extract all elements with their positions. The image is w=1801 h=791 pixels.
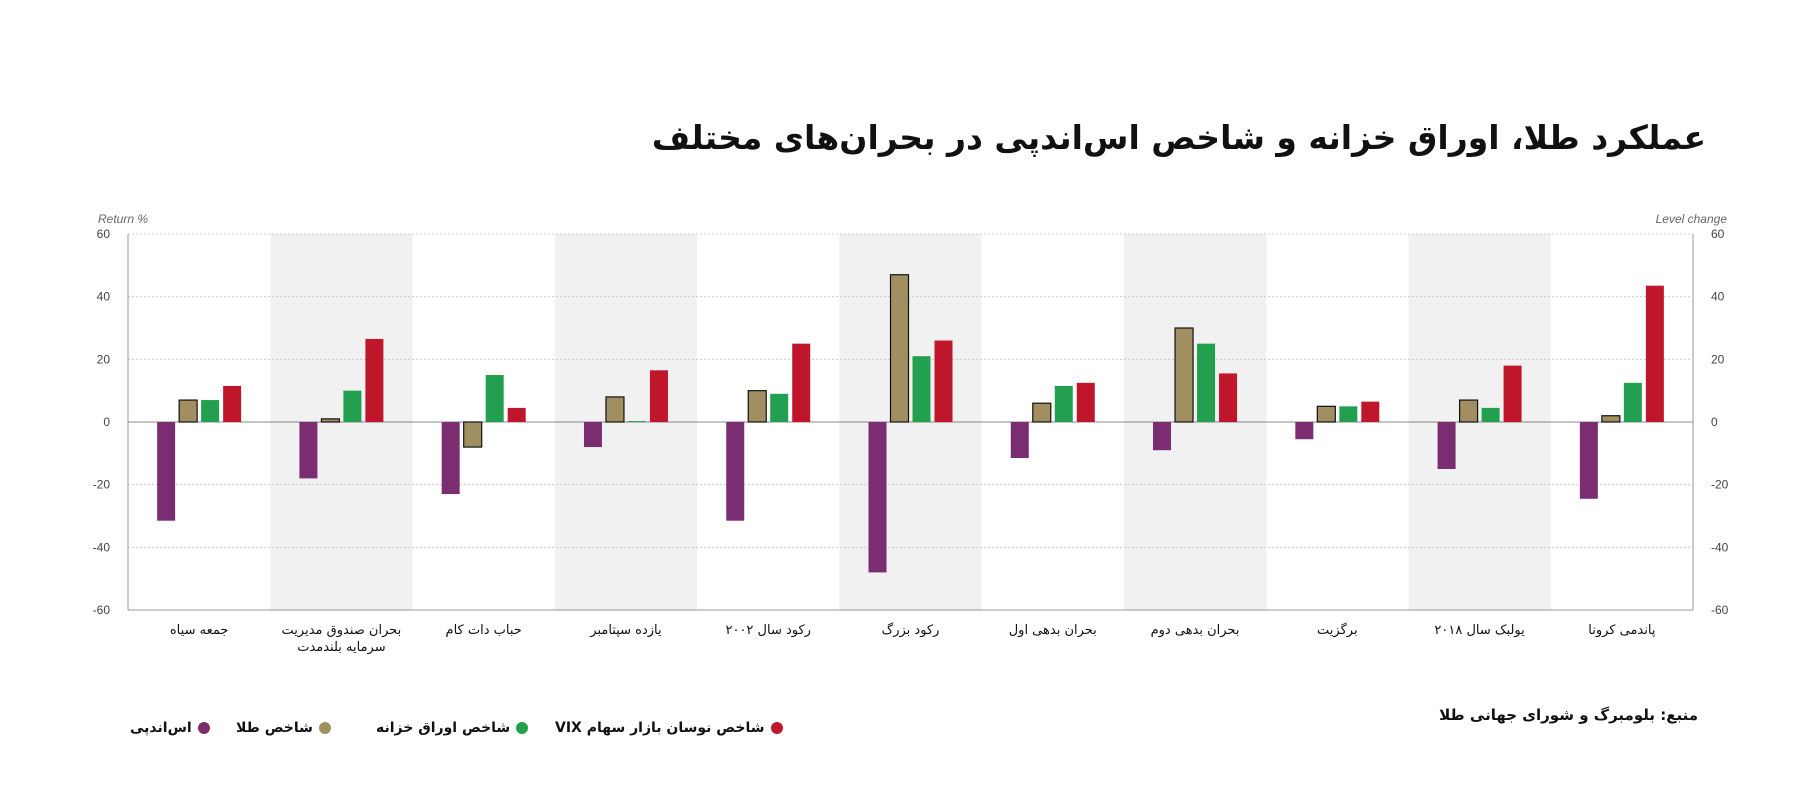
bar-sp500 [583, 422, 602, 448]
left-axis-caption: Return % [98, 212, 149, 226]
y-tick-label-left: 60 [97, 227, 111, 241]
bar-vix [1503, 365, 1522, 422]
bar-gold [747, 390, 767, 423]
bar-sp500 [1010, 422, 1029, 459]
y-tick-label-right: -20 [1711, 478, 1729, 492]
bar-gold [178, 399, 198, 423]
bar-vix [934, 340, 953, 422]
legend-item-sp500: اس‌اندپی [130, 720, 210, 736]
x-tick-label: یازده سپتامبر [589, 623, 662, 638]
bar-treasury [201, 400, 220, 422]
bar-treasury [1339, 406, 1358, 422]
y-tick-label-right: -40 [1711, 540, 1729, 554]
y-tick-label-left: 0 [103, 415, 110, 429]
y-tick-label-left: 20 [97, 352, 111, 366]
y-tick-label-left: 40 [97, 290, 111, 304]
bar-vix [649, 370, 668, 422]
x-tick-label: رکود سال ۲۰۰۲ [725, 623, 810, 638]
y-tick-label-right: -60 [1711, 603, 1729, 617]
bar-vix [1645, 285, 1664, 422]
legend: اس‌اندپی شاخص طلا شاخص اوراق خزانه شاخص … [130, 720, 783, 748]
x-tick-label: حباب دات کام [446, 623, 522, 638]
x-tick-label: رکود بزرگ [882, 621, 940, 638]
bar-treasury [627, 421, 646, 423]
legend-label-vix: شاخص نوسان بازار سهام VIX [555, 720, 765, 736]
legend-swatch-treasury [516, 722, 529, 734]
x-tick-label: برگزیت [1317, 622, 1358, 638]
bar-treasury [912, 356, 931, 422]
y-tick-label-left: -40 [93, 540, 111, 554]
bar-sp500 [157, 422, 176, 521]
bar-gold [889, 274, 910, 423]
chart-title: عملکرد طلا، اوراق خزانه و شاخص اس‌اندپی … [651, 118, 1706, 157]
y-tick-label-right: 60 [1711, 227, 1725, 241]
bar-vix [792, 343, 811, 422]
legend-label-sp500: اس‌اندپی [130, 720, 192, 736]
bar-chart: 60 60 40 40 20 20 0 0 -20 -20 -40 -40 -60 -60 جمعه سیا… [93, 227, 1729, 655]
bar-sp500 [1295, 422, 1314, 440]
y-tick-label-right: 0 [1711, 415, 1718, 429]
bar-gold [1316, 405, 1336, 423]
legend-label-gold: شاخص طلا [236, 720, 313, 736]
legend-swatch-vix [770, 722, 783, 734]
y-tick-label-left: -20 [93, 478, 111, 492]
bar-gold [605, 396, 625, 423]
bar-treasury [1197, 343, 1216, 422]
bar-sp500 [868, 422, 887, 573]
bar-gold [1601, 415, 1621, 423]
bar-vix [1076, 382, 1095, 422]
bar-gold [320, 418, 341, 423]
source-note: منبع: بلومبرگ و شورای جهانی طلا [1439, 706, 1698, 724]
bar-vix [507, 407, 526, 422]
y-tick-label-right: 20 [1711, 352, 1725, 366]
right-axis-caption: Level change [1655, 212, 1727, 226]
y-tick-label-left: -60 [93, 603, 111, 617]
bar-sp500 [726, 422, 745, 521]
bar-vix [365, 338, 384, 422]
legend-label-treasury: شاخص اوراق خزانه [376, 720, 511, 736]
bar-gold [463, 421, 483, 448]
bar-vix [1219, 373, 1238, 422]
bar-gold [1458, 399, 1479, 423]
bar-gold [1032, 402, 1052, 423]
bar-gold [1174, 327, 1194, 423]
x-tick-label: پاندمی کرونا [1588, 623, 1656, 638]
legend-item-gold: شاخص طلا [236, 720, 331, 736]
x-tick-label: یولبک سال ۲۰۱۸ [1434, 623, 1525, 638]
bar-sp500 [1579, 422, 1598, 499]
bar-sp500 [299, 422, 318, 479]
legend-item-treasury: شاخص اوراق خزانه [376, 720, 529, 736]
bar-treasury [770, 393, 789, 422]
bar-treasury [1054, 385, 1073, 422]
bar-treasury [1481, 407, 1500, 422]
bar-vix [223, 385, 242, 422]
legend-swatch-gold [318, 722, 331, 734]
bar-treasury [1623, 382, 1642, 422]
bar-treasury [485, 375, 504, 422]
x-tick-label: بحران صندوق مدیریت سرمایه بلندمدت [282, 623, 402, 655]
bar-sp500 [1153, 422, 1172, 451]
legend-swatch-sp500 [197, 722, 210, 734]
bar-vix [1361, 401, 1380, 422]
x-tick-label: جمعه سیاه [170, 623, 229, 638]
y-tick-label-right: 40 [1711, 290, 1725, 304]
bar-sp500 [441, 422, 460, 495]
x-tick-label: بحران بدهی اول [1009, 623, 1097, 638]
bar-sp500 [1437, 422, 1456, 469]
bar-treasury [343, 390, 362, 422]
x-tick-label: بحران بدهی دوم [1151, 623, 1240, 638]
legend-item-vix: شاخص نوسان بازار سهام VIX [555, 720, 783, 736]
